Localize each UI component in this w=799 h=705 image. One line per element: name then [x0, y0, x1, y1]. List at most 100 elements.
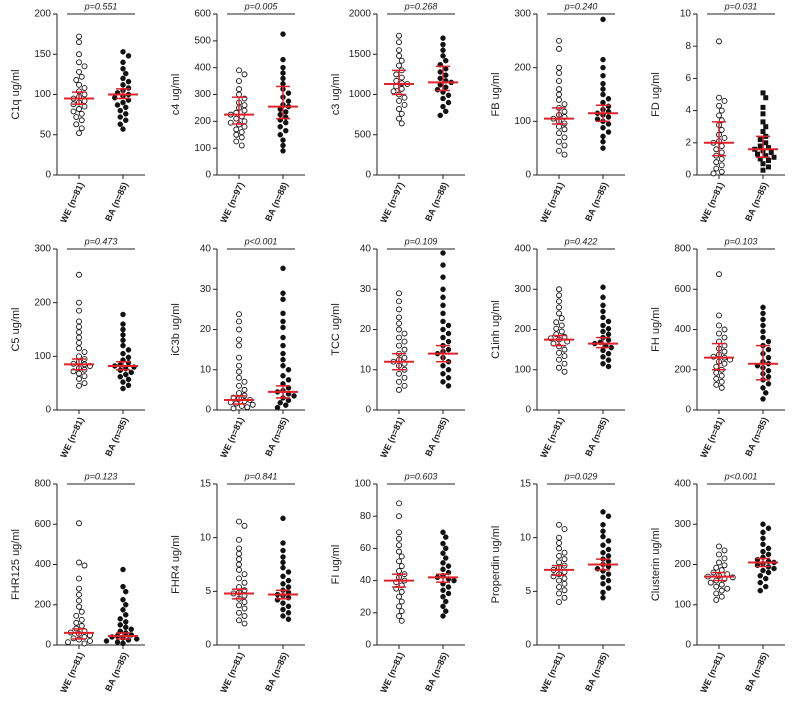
data-point [280, 559, 286, 566]
data-point [605, 538, 612, 544]
data-point [236, 91, 242, 98]
data-point [561, 353, 568, 360]
data-point [396, 593, 402, 600]
data-point [280, 296, 286, 303]
y-tick-label: 40 [360, 575, 372, 586]
data-point [600, 581, 606, 587]
data-point [125, 376, 132, 383]
data-point [556, 96, 562, 103]
data-point [445, 92, 452, 99]
y-tick-label: 400 [674, 324, 691, 335]
data-point [445, 375, 452, 381]
data-point [236, 556, 242, 563]
data-point [760, 310, 766, 317]
data-point [765, 569, 772, 576]
y-axis-label: FHR4 ug/ml [170, 535, 182, 594]
data-point [76, 59, 82, 66]
data-point [445, 338, 452, 345]
data-point [285, 377, 292, 383]
data-point [396, 97, 402, 104]
data-point [280, 515, 286, 522]
y-tick-label: 0 [45, 405, 51, 416]
data-point [396, 334, 402, 341]
y-tick-label: 200 [34, 599, 51, 610]
y-axis-label: FD ug/ml [650, 72, 662, 117]
data-point [713, 583, 720, 590]
data-point [556, 552, 562, 559]
y-tick-label: 200 [514, 62, 531, 73]
y-tick-label: 8 [685, 41, 691, 52]
data-point [76, 334, 82, 341]
data-point [401, 94, 408, 101]
data-point [440, 550, 446, 556]
y-tick-label: 0 [365, 640, 371, 651]
y-tick-label: 10 [200, 364, 212, 375]
data-point [280, 373, 286, 379]
data-point [718, 126, 725, 133]
data-point [76, 597, 82, 604]
data-point [445, 346, 452, 353]
data-point [721, 348, 728, 355]
x-tick-label: WE (n=81) [378, 416, 406, 460]
data-point [76, 520, 82, 527]
data-point [128, 626, 134, 633]
data-point [285, 610, 292, 616]
data-point [396, 370, 402, 377]
y-axis-label: Clusterin ug/ml [650, 528, 662, 601]
data-point [713, 146, 720, 153]
x-tick-label: BA (n=85) [743, 181, 770, 223]
data-point [76, 339, 82, 346]
y-tick-label: 100 [194, 143, 211, 154]
data-point [760, 119, 766, 125]
data-point [561, 108, 568, 115]
data-point [718, 155, 725, 162]
data-point [241, 123, 248, 130]
data-point [81, 380, 88, 387]
data-point [120, 99, 126, 106]
data-point [600, 64, 606, 71]
y-tick-label: 0 [685, 640, 691, 651]
data-point [280, 31, 286, 37]
data-point [128, 369, 134, 376]
data-point [556, 584, 562, 590]
data-point [440, 262, 446, 268]
data-point [236, 336, 242, 343]
data-point [76, 575, 82, 582]
data-point [280, 613, 286, 619]
y-axis-label: FB ug/ml [490, 72, 502, 116]
data-point [280, 554, 286, 560]
data-point [241, 620, 248, 627]
data-point [763, 124, 769, 130]
y-tick-label: 30 [360, 284, 372, 295]
data-point [120, 59, 126, 66]
data-point [440, 334, 446, 341]
data-point [78, 73, 85, 80]
data-point [556, 590, 562, 597]
data-point [274, 404, 281, 411]
data-point [763, 95, 769, 101]
y-tick-label: 0 [45, 640, 51, 651]
data-point [443, 84, 449, 91]
p-value: p=0.123 [84, 471, 118, 481]
data-point [721, 334, 728, 341]
x-tick-label: WE (n=81) [218, 651, 246, 695]
data-point [440, 371, 446, 377]
data-point [605, 363, 612, 370]
data-point [718, 587, 725, 594]
data-point [280, 81, 286, 87]
data-point [556, 545, 562, 552]
data-point [76, 271, 82, 278]
data-point [125, 78, 132, 85]
data-point [553, 319, 560, 326]
data-point [558, 315, 565, 322]
data-point [600, 133, 606, 140]
data-point [600, 56, 606, 63]
data-point [765, 525, 772, 532]
data-point [760, 111, 766, 117]
data-point [398, 598, 405, 605]
data-point [600, 354, 606, 360]
y-tick-label: 5 [205, 586, 211, 597]
data-point [713, 165, 720, 172]
y-axis-label: C1q ug/ml [10, 69, 22, 119]
data-point [440, 294, 446, 301]
